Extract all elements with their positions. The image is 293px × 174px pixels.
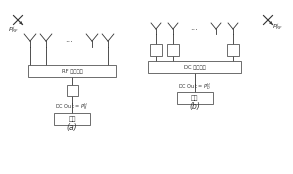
Bar [227, 44, 239, 56]
Text: (b): (b) [189, 102, 200, 111]
Bar [67, 85, 78, 96]
Bar [54, 113, 90, 125]
Text: RF 组合电路: RF 组合电路 [62, 69, 82, 73]
Text: DC Out = $P_R^H$: DC Out = $P_R^H$ [55, 102, 89, 112]
Bar [150, 44, 162, 56]
Bar [148, 61, 241, 73]
Bar [176, 92, 212, 104]
Bar [167, 44, 179, 56]
Text: DC Out = $P_D^H$: DC Out = $P_D^H$ [178, 82, 211, 92]
Text: 应用: 应用 [191, 95, 198, 101]
Text: ...: ... [65, 35, 73, 45]
Text: $P_{RF}^{i}$: $P_{RF}^{i}$ [8, 24, 19, 35]
Text: 应用: 应用 [68, 116, 76, 122]
Text: DC 组合电路: DC 组合电路 [184, 65, 205, 69]
Text: ...: ... [190, 23, 198, 33]
Bar [28, 65, 116, 77]
Text: $P_{RF}^{i}$: $P_{RF}^{i}$ [272, 21, 283, 32]
Text: (a): (a) [67, 123, 77, 132]
